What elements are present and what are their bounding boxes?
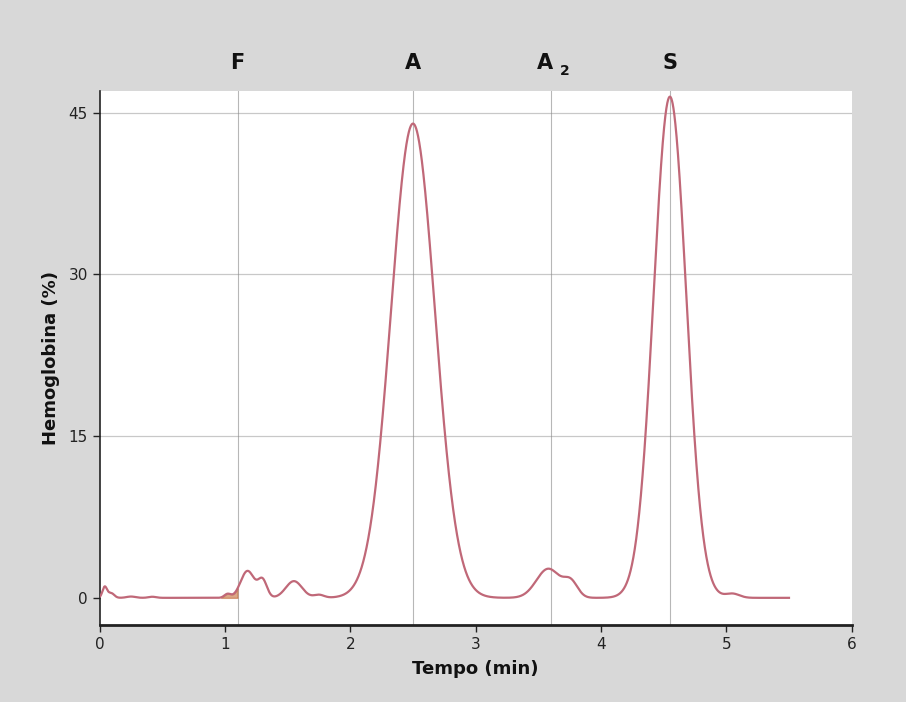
X-axis label: Tempo (min): Tempo (min) bbox=[412, 660, 539, 678]
Text: S: S bbox=[662, 53, 678, 72]
Text: 2: 2 bbox=[560, 64, 569, 78]
Text: F: F bbox=[230, 53, 245, 72]
Y-axis label: Hemoglobina (%): Hemoglobina (%) bbox=[43, 271, 60, 445]
Text: A: A bbox=[405, 53, 421, 72]
Text: A: A bbox=[536, 53, 553, 72]
